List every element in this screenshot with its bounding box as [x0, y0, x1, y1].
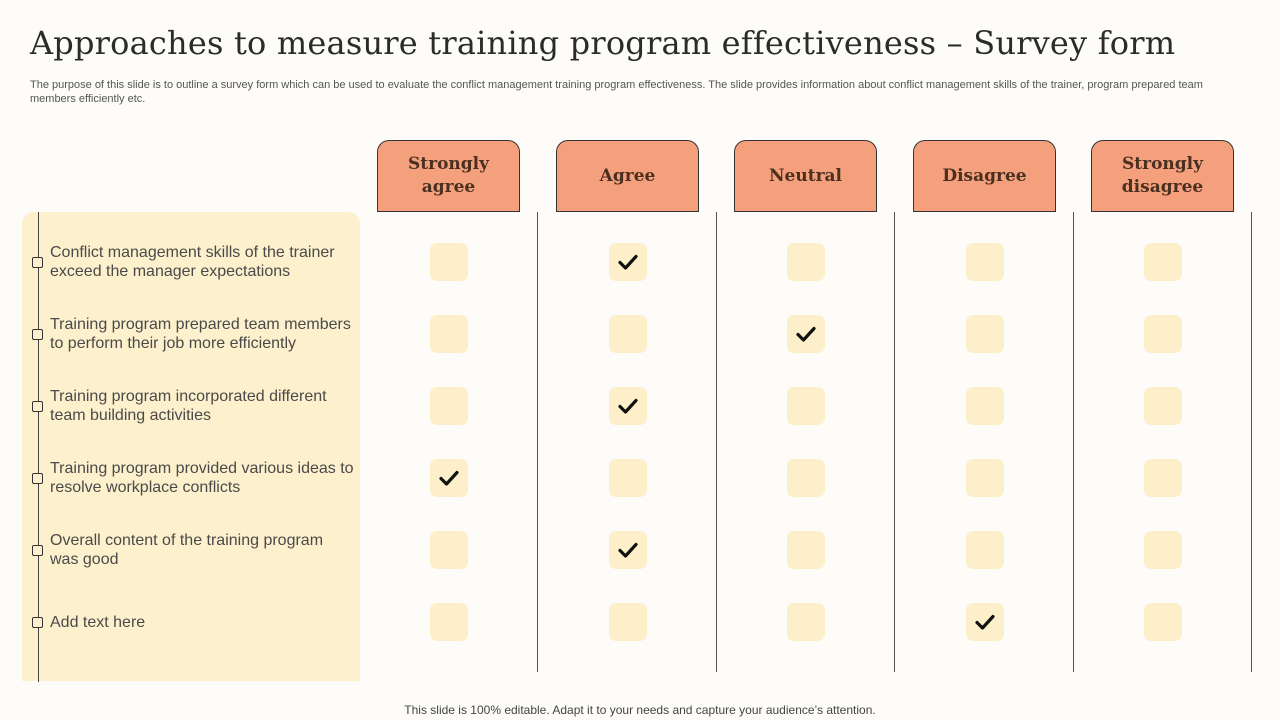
checkbox-strongly-agree[interactable]	[429, 243, 468, 281]
header-agree: Agree	[556, 140, 699, 212]
checkbox-strongly-disagree[interactable]	[1143, 243, 1182, 281]
header-disagree: Disagree	[913, 140, 1056, 212]
checkbox-neutral[interactable]	[786, 315, 825, 353]
checkbox-disagree[interactable]	[965, 603, 1004, 641]
checkbox-disagree[interactable]	[965, 459, 1004, 497]
checkbox-strongly-disagree[interactable]	[1143, 387, 1182, 425]
question-text: Training program incorporated different …	[50, 388, 327, 424]
questions-timeline	[38, 212, 39, 682]
checkbox-strongly-agree[interactable]	[429, 387, 468, 425]
checkbox-agree[interactable]	[608, 315, 647, 353]
square-bullet-icon	[32, 257, 43, 268]
square-bullet-icon	[32, 545, 43, 556]
question-text: Overall content of the training program …	[50, 532, 324, 568]
column-divider	[537, 212, 538, 672]
question-text: Add text here	[50, 613, 146, 631]
question-text: Training program prepared team members t…	[50, 316, 351, 352]
checkbox-agree[interactable]	[608, 531, 647, 569]
checkbox-strongly-agree[interactable]	[429, 459, 468, 497]
questions-panel	[22, 212, 360, 681]
header-neutral: Neutral	[734, 140, 877, 212]
square-bullet-icon	[32, 329, 43, 340]
header-strongly-disagree: Strongly disagree	[1091, 140, 1234, 212]
checkbox-strongly-agree[interactable]	[429, 603, 468, 641]
column-divider	[1073, 212, 1074, 672]
checkbox-neutral[interactable]	[786, 459, 825, 497]
checkbox-disagree[interactable]	[965, 315, 1004, 353]
checkbox-disagree[interactable]	[965, 531, 1004, 569]
checkbox-neutral[interactable]	[786, 603, 825, 641]
checkmark-icon	[617, 398, 638, 414]
column-divider	[716, 212, 717, 672]
header-strongly-agree: Strongly agree	[377, 140, 520, 212]
square-bullet-icon	[32, 473, 43, 484]
checkbox-disagree[interactable]	[965, 243, 1004, 281]
checkbox-agree[interactable]	[608, 387, 647, 425]
checkmark-icon	[617, 542, 638, 558]
slide-description: The purpose of this slide is to outline …	[30, 79, 1203, 105]
checkbox-neutral[interactable]	[786, 387, 825, 425]
checkmark-icon	[438, 470, 459, 486]
footer-note: This slide is 100% editable. Adapt it to…	[404, 703, 876, 717]
checkbox-strongly-disagree[interactable]	[1143, 459, 1182, 497]
checkbox-strongly-agree[interactable]	[429, 315, 468, 353]
column-divider	[1251, 212, 1252, 672]
page-title: Approaches to measure training program e…	[30, 24, 1176, 62]
checkbox-disagree[interactable]	[965, 387, 1004, 425]
square-bullet-icon	[32, 401, 43, 412]
checkmark-icon	[795, 326, 816, 342]
checkbox-neutral[interactable]	[786, 243, 825, 281]
checkbox-strongly-disagree[interactable]	[1143, 603, 1182, 641]
checkbox-strongly-agree[interactable]	[429, 531, 468, 569]
question-text: Conflict management skills of the traine…	[50, 244, 335, 280]
checkbox-agree[interactable]	[608, 243, 647, 281]
checkmark-icon	[617, 254, 638, 270]
checkbox-agree[interactable]	[608, 459, 647, 497]
question-text: Training program provided various ideas …	[50, 460, 354, 496]
column-divider	[894, 212, 895, 672]
checkmark-icon	[974, 614, 995, 630]
checkbox-neutral[interactable]	[786, 531, 825, 569]
square-bullet-icon	[32, 617, 43, 628]
checkbox-strongly-disagree[interactable]	[1143, 315, 1182, 353]
checkbox-strongly-disagree[interactable]	[1143, 531, 1182, 569]
checkbox-agree[interactable]	[608, 603, 647, 641]
